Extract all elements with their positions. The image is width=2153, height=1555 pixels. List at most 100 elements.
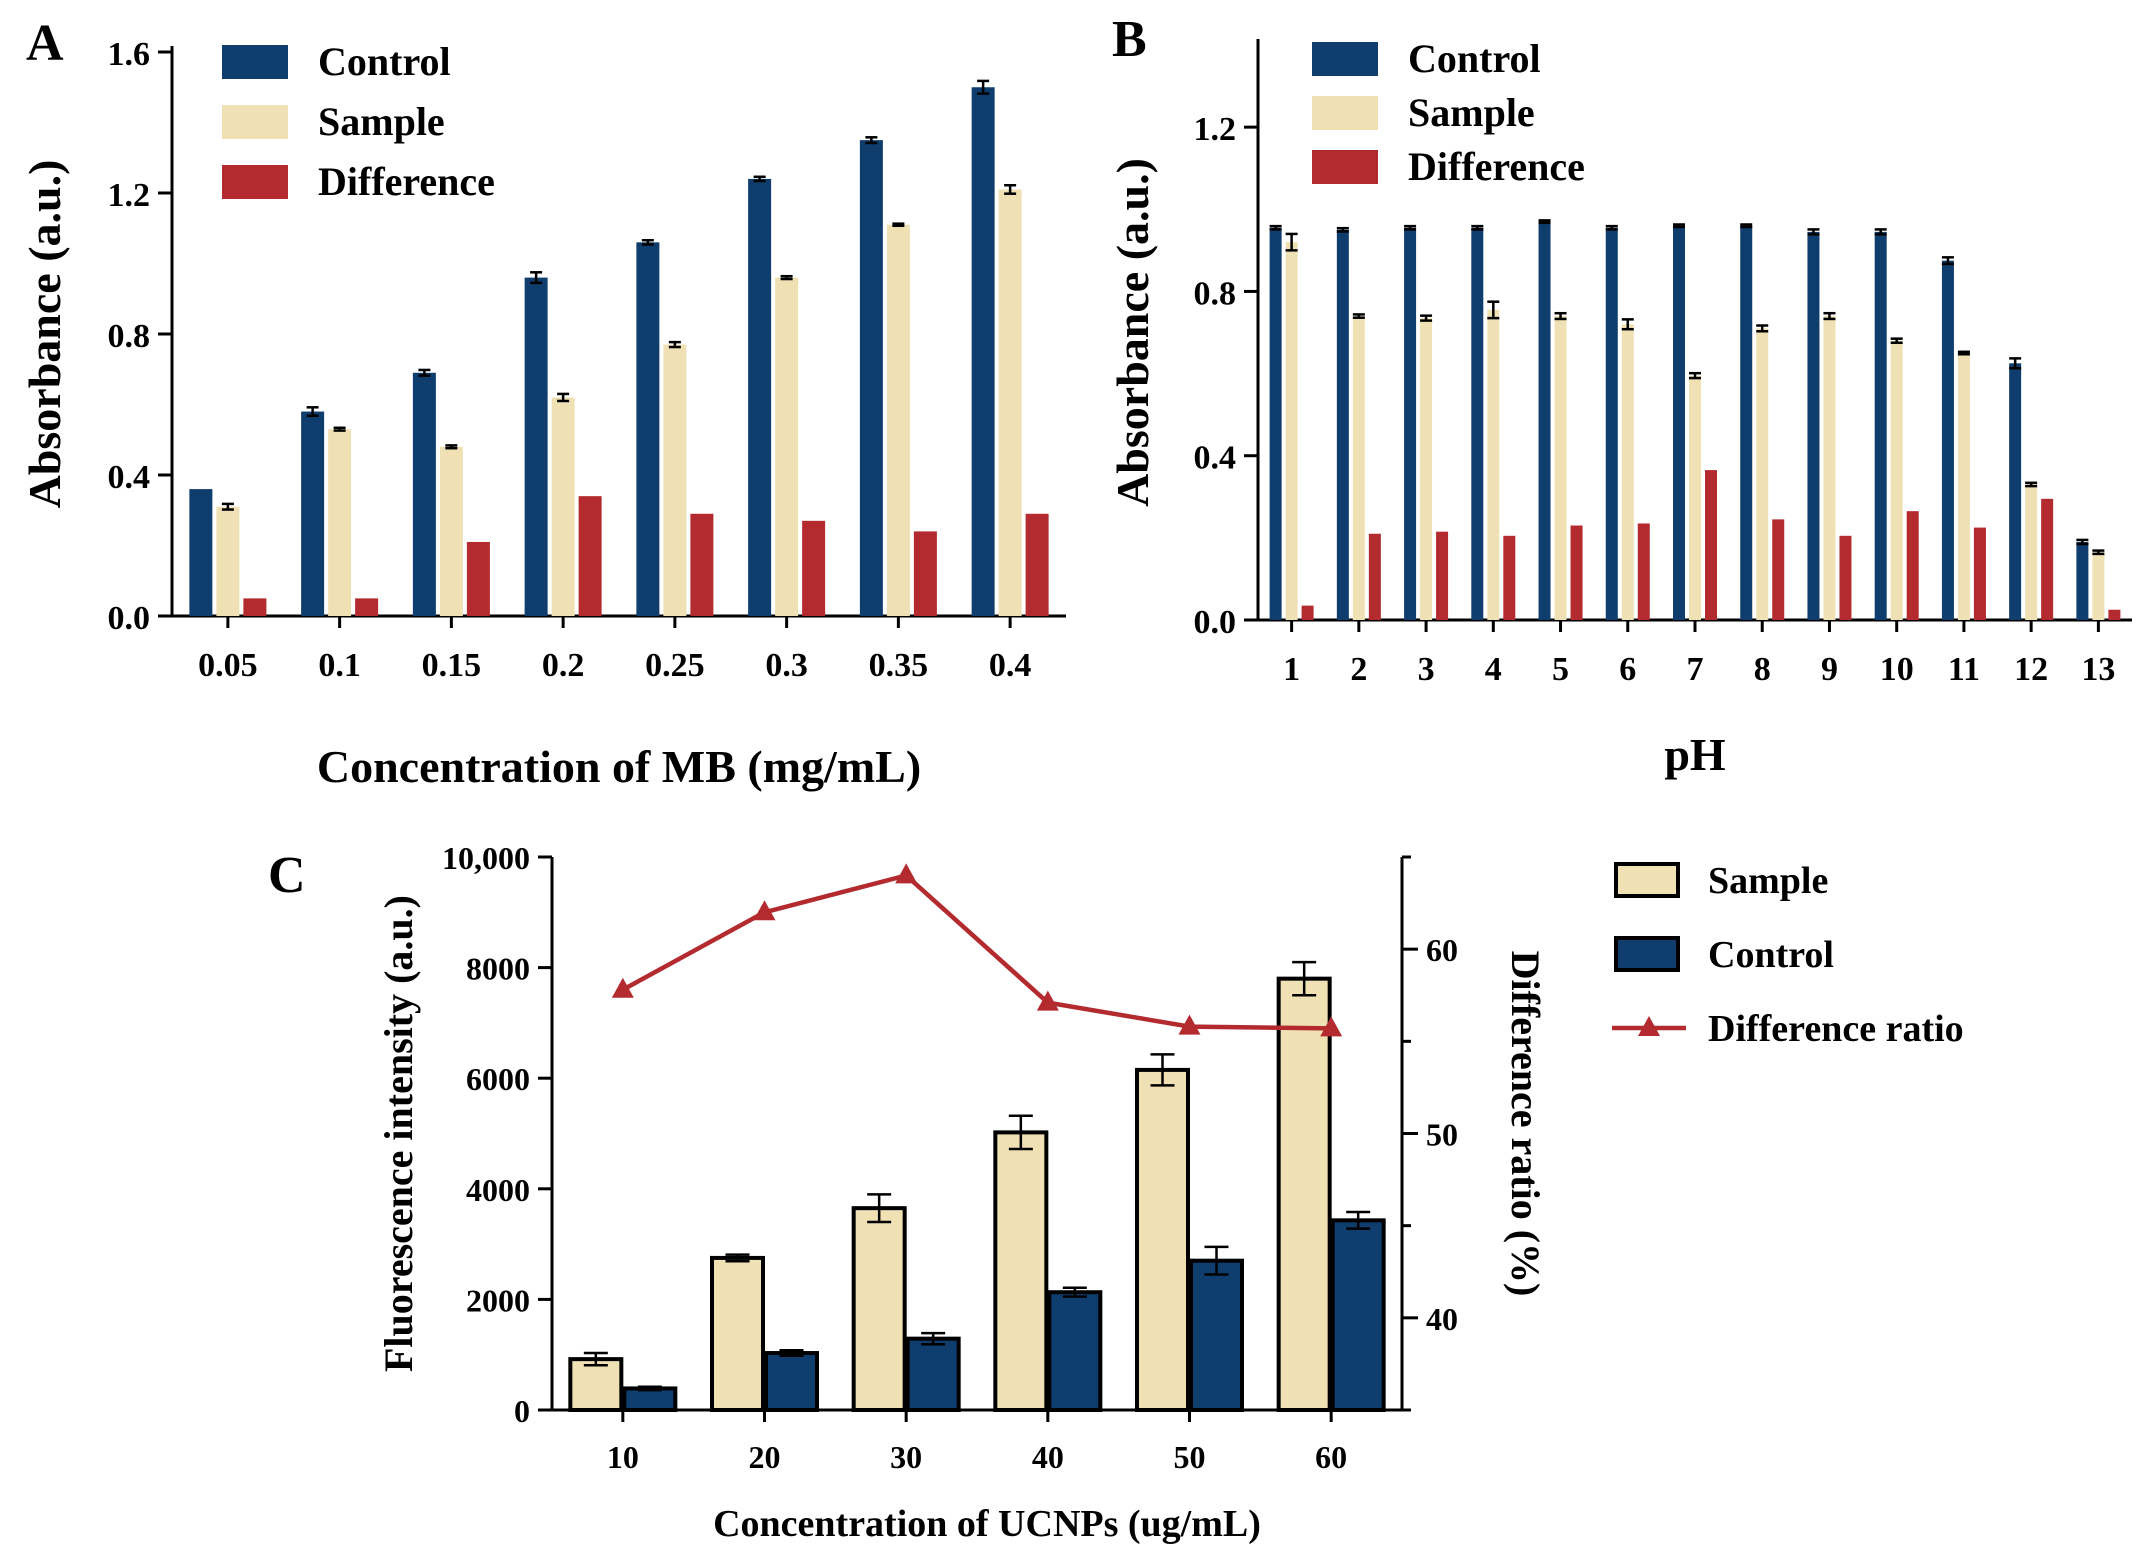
bar-sample bbox=[851, 1206, 907, 1413]
bar-control bbox=[189, 489, 213, 616]
bar-difference bbox=[578, 496, 602, 616]
legend-swatch-control bbox=[1614, 936, 1680, 972]
bar-sample bbox=[568, 1357, 624, 1413]
bar-control bbox=[1673, 225, 1685, 620]
bar-sample bbox=[1823, 316, 1836, 620]
x-tick-label: 12 bbox=[2014, 651, 2048, 688]
bar-sample bbox=[1135, 1067, 1190, 1413]
bar-difference bbox=[1301, 605, 1314, 620]
legend-swatch-sample bbox=[222, 105, 288, 139]
bar-difference bbox=[1570, 525, 1583, 620]
bar-sample bbox=[775, 277, 799, 616]
x-axis-label: Concentration of MB (mg/mL) bbox=[317, 741, 921, 792]
x-axis-label: pH bbox=[1664, 729, 1726, 780]
y-tick-label: 0.4 bbox=[108, 459, 151, 496]
bar-control bbox=[622, 1386, 678, 1412]
x-tick-label: 0.05 bbox=[198, 647, 258, 684]
bar-sample bbox=[439, 446, 463, 616]
legend-label-sample: Sample bbox=[1408, 90, 1535, 135]
bar-control bbox=[1941, 260, 1954, 620]
x-tick-label: 0.2 bbox=[542, 647, 585, 684]
bar-sample bbox=[2092, 552, 2105, 620]
bar-difference bbox=[802, 520, 826, 616]
bar-difference bbox=[1637, 523, 1650, 620]
bar-control bbox=[859, 140, 883, 616]
x-tick-label: 0.25 bbox=[645, 647, 705, 684]
point-difference-ratio bbox=[611, 977, 634, 998]
x-tick-label: 20 bbox=[749, 1439, 781, 1475]
bar-sample bbox=[993, 1130, 1049, 1413]
x-tick-label: 0.4 bbox=[989, 647, 1032, 684]
bar-difference bbox=[690, 513, 714, 616]
bar-control bbox=[1269, 227, 1282, 620]
panel-b-chart: 0.00.40.81.21 2 3 4 5 6 7 8 9 10 11 12 13Absorbance … bbox=[1107, 36, 2132, 780]
panel-a-chart: 0.0 0.4 0.8 1.2 1.6 0.05 0.1 0.15 0.2 0.25 0.3 0.35… bbox=[19, 36, 1066, 792]
bar-sample bbox=[1352, 316, 1365, 620]
y-tick-label: 0.4 bbox=[1194, 440, 1237, 477]
bar-sample bbox=[1689, 375, 1701, 620]
bar-control bbox=[764, 1351, 819, 1413]
y2-axis-label: Difference ratio (%) bbox=[1503, 951, 1548, 1297]
bar-control bbox=[301, 411, 325, 616]
x-tick-label: 1 bbox=[1283, 651, 1300, 688]
legend-label-difference-ratio: Difference ratio bbox=[1708, 1008, 1964, 1050]
bar-control bbox=[1874, 231, 1887, 620]
bar-control bbox=[524, 277, 548, 616]
x-tick-label: 4 bbox=[1485, 651, 1502, 688]
bar-control bbox=[1336, 229, 1349, 621]
x-tick-label: 5 bbox=[1552, 651, 1569, 688]
bar-control bbox=[971, 87, 995, 616]
panel-a-letter: A bbox=[26, 15, 64, 72]
x-tick-label: 0.1 bbox=[318, 647, 361, 684]
x-tick-label: 11 bbox=[1948, 651, 1980, 688]
bar-control bbox=[636, 242, 660, 616]
y2-tick-label: 60 bbox=[1426, 932, 1458, 968]
x-tick-label: 2 bbox=[1350, 651, 1367, 688]
bar-sample bbox=[710, 1255, 765, 1413]
legend-label-control: Control bbox=[318, 39, 451, 84]
bar-difference bbox=[1436, 531, 1449, 620]
bar-sample bbox=[1756, 328, 1769, 620]
x-tick-label: 60 bbox=[1315, 1439, 1347, 1475]
bar-difference bbox=[2108, 609, 2121, 620]
legend-label-control: Control bbox=[1708, 934, 1834, 976]
bar-sample bbox=[1420, 318, 1433, 620]
y-tick-label: 6000 bbox=[466, 1061, 530, 1097]
legend-label-sample: Sample bbox=[1708, 860, 1828, 902]
legend-swatch-control bbox=[1312, 42, 1378, 76]
bar-control bbox=[1538, 221, 1551, 620]
bar-difference bbox=[466, 541, 490, 616]
x-tick-label: 9 bbox=[1821, 651, 1838, 688]
bar-sample bbox=[663, 344, 687, 616]
bar-sample bbox=[1621, 324, 1634, 620]
bar-difference bbox=[1503, 535, 1516, 620]
y-tick-label: 4000 bbox=[466, 1172, 530, 1208]
bar-difference bbox=[1705, 470, 1717, 620]
y-tick-label: 1.2 bbox=[108, 177, 151, 214]
panel-b-letter: B bbox=[1112, 11, 1147, 68]
bar-difference bbox=[355, 598, 379, 616]
bar-sample bbox=[1890, 340, 1903, 620]
x-tick-label: 10 bbox=[607, 1439, 639, 1475]
y-tick-label: 1.2 bbox=[1194, 111, 1237, 148]
point-difference-ratio bbox=[753, 900, 776, 921]
y-tick-label: 0.8 bbox=[1194, 275, 1237, 312]
x-tick-label: 13 bbox=[2081, 651, 2115, 688]
bar-control bbox=[748, 178, 772, 616]
bar-sample bbox=[1554, 316, 1567, 620]
bar-control bbox=[1330, 1218, 1386, 1413]
x-tick-label: 50 bbox=[1174, 1439, 1206, 1475]
legend-label-difference: Difference bbox=[318, 159, 495, 204]
y2-tick-label: 40 bbox=[1426, 1301, 1458, 1337]
legend-swatch-sample bbox=[1614, 862, 1680, 898]
point-difference-ratio bbox=[1036, 990, 1059, 1011]
point-difference-ratio bbox=[895, 863, 918, 884]
bar-sample bbox=[886, 224, 910, 616]
line-difference-ratio bbox=[621, 872, 1332, 1031]
legend-label-difference: Difference bbox=[1408, 144, 1585, 189]
bar-sample bbox=[551, 397, 575, 616]
bar-difference bbox=[1973, 527, 1986, 620]
y-tick-label: 0.0 bbox=[108, 600, 151, 637]
legend-swatch-sample bbox=[1312, 96, 1378, 130]
